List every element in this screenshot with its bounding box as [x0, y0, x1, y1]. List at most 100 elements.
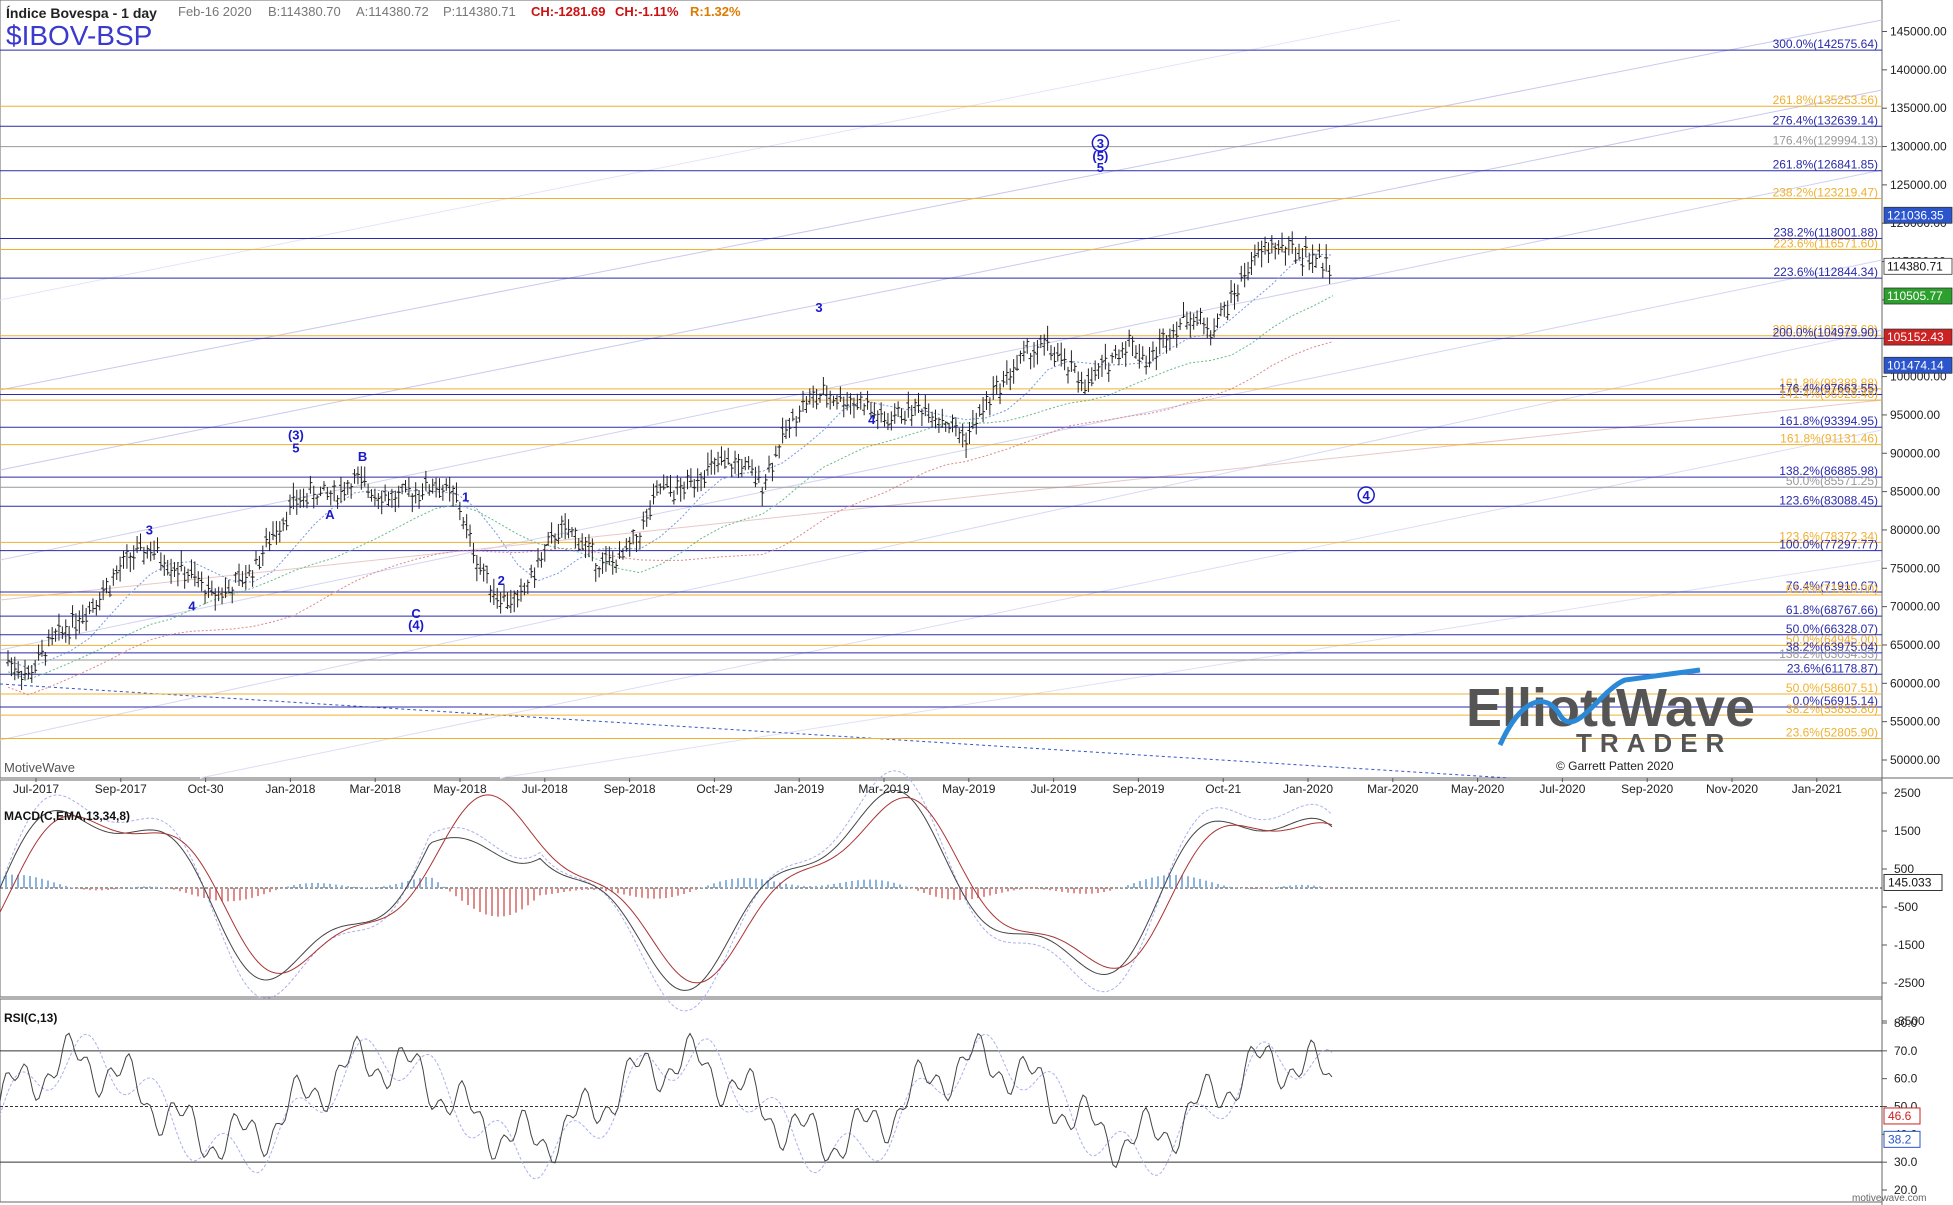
fib-label: 300.0%(142575.64)	[1773, 37, 1878, 51]
fib-label: 238.2%(123219.47)	[1773, 186, 1878, 200]
ohlc-bar	[841, 396, 846, 418]
fib-label: 176.4%(129994.13)	[1773, 134, 1878, 148]
fib-levels: 300.0%(142575.64)261.8%(135253.56)276.4%…	[0, 37, 1882, 739]
ohlc-bar	[468, 524, 473, 547]
ohlc-bar	[138, 533, 143, 551]
ohlc-bar	[97, 592, 102, 611]
ohlc-bar	[1082, 379, 1087, 396]
ohlc-bar	[1079, 371, 1084, 392]
ohlc-bar	[56, 613, 61, 641]
ohlc-bar	[814, 388, 819, 410]
ohlc-bar	[369, 489, 374, 502]
price-tick-label: 135000.00	[1890, 101, 1947, 115]
ohlc-bar	[274, 520, 279, 545]
ohlc-bar	[746, 456, 751, 470]
ohlc-bar	[315, 494, 320, 506]
ohlc-bar	[1015, 354, 1020, 371]
ohlc-bar	[60, 626, 65, 640]
ohlc-bar	[1259, 240, 1264, 268]
ohlc-bar	[804, 396, 809, 414]
ohlc-bar	[491, 578, 496, 606]
wave-label: C	[411, 606, 421, 621]
ohlc-bar	[909, 405, 914, 427]
ohlc-bar	[1035, 339, 1040, 365]
ohlc-bar	[1218, 302, 1223, 317]
ohlc-bar	[913, 398, 918, 416]
ohlc-bar	[998, 383, 1003, 405]
ohlc-bar	[600, 552, 605, 574]
rsi-title: RSI(C,13)	[4, 1011, 57, 1025]
ohlc-bar	[53, 628, 58, 642]
ohlc-bar	[1205, 317, 1210, 339]
ohlc-bar	[1252, 244, 1257, 266]
ohlc-bar	[63, 619, 68, 643]
wave-label: 5	[1097, 160, 1104, 175]
ohlc-bar	[1113, 344, 1118, 359]
time-tick-label: Jul-2018	[522, 782, 568, 796]
rsi-panel[interactable]	[0, 998, 1883, 1203]
ohlc-bar	[1154, 346, 1159, 371]
ohlc-bar	[1229, 279, 1234, 304]
ohlc-bar	[393, 490, 398, 513]
wave-label: (5)	[1092, 148, 1108, 163]
ohlc-bar	[1130, 336, 1135, 357]
ohlc-bar	[767, 455, 772, 473]
ohlc-bar	[831, 395, 836, 407]
ohlc-bar	[1273, 242, 1278, 260]
ohlc-bar	[447, 476, 452, 502]
price-tick-label: 60000.00	[1890, 676, 1940, 690]
ohlc-bar	[9, 657, 14, 677]
ohlc-bar	[1127, 329, 1132, 347]
trend-line	[0, 259, 1883, 651]
ohlc-bar	[155, 537, 160, 554]
fib-label: 223.6%(112844.34)	[1773, 265, 1878, 279]
time-tick-label: Jan-2018	[265, 782, 315, 796]
moving-averages	[7, 253, 1334, 696]
ohlc-bar	[1188, 311, 1193, 338]
ohlc-bar	[165, 559, 170, 576]
ohlc-bar	[624, 538, 629, 552]
ohlc-bar	[1038, 334, 1043, 349]
ohlc-bar	[461, 517, 466, 530]
ohlc-bar	[1171, 324, 1176, 339]
ohlc-bar	[474, 555, 479, 582]
ohlc-bar	[67, 625, 72, 645]
fib-label: 23.6%(52805.90)	[1786, 725, 1878, 739]
ohlc-bar	[947, 422, 952, 434]
ohlc-bar	[780, 417, 785, 444]
ohlc-bar	[257, 555, 262, 570]
ohlc-bar	[437, 478, 442, 498]
ohlc-bar	[271, 521, 275, 541]
ohlc-bar	[712, 457, 717, 475]
ohlc-bar	[114, 565, 119, 581]
wave-label: 3	[1097, 136, 1104, 151]
trend-lines	[0, 19, 1883, 779]
ohlc-bar	[569, 527, 574, 538]
ohlc-bar	[328, 490, 333, 506]
ohlc-bar	[39, 639, 44, 657]
ohlc-bar	[1174, 321, 1179, 348]
price-box-label: 101474.14	[1887, 358, 1944, 372]
ohlc-bar	[189, 559, 194, 579]
ohlc-bar	[440, 484, 445, 501]
time-tick-label: Mar-2019	[858, 782, 910, 796]
ohlc-bar	[580, 533, 585, 550]
fib-label: 276.4%(132639.14)	[1773, 113, 1878, 127]
ohlc-bar	[186, 568, 191, 583]
ohlc-bar	[502, 584, 507, 602]
ohlc-bar	[148, 541, 153, 562]
ohlc-bar	[94, 600, 99, 616]
fib-label: 38.2%(55855.80)	[1786, 702, 1878, 716]
ohlc-bar	[73, 613, 78, 640]
ohlc-bar	[457, 501, 462, 521]
ohlc-bar	[478, 556, 483, 575]
ohlc-bar	[250, 570, 255, 587]
ohlc-bar	[1215, 313, 1220, 329]
ohlc-bar	[586, 534, 591, 558]
time-tick-label: Nov-2020	[1706, 782, 1758, 796]
footer-site: motivewave.com	[1852, 1193, 1926, 1204]
macd-line	[0, 789, 1333, 991]
price-box	[1883, 356, 1953, 374]
ohlc-bar	[1201, 317, 1206, 335]
